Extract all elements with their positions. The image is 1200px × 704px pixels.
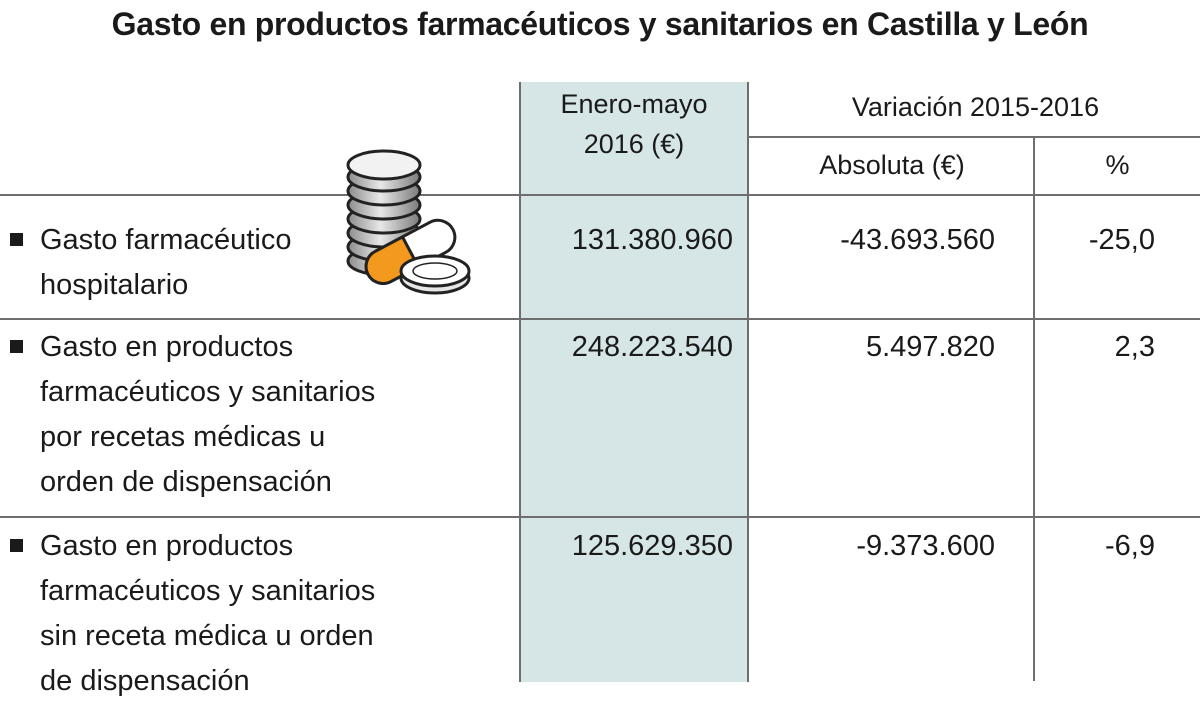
cell-absolute: -9.373.600 [856, 530, 995, 562]
cell-value: 125.629.350 [571, 530, 733, 562]
row-label-line: farmacéuticos y sanitarios [40, 376, 376, 408]
cell-absolute: -43.693.560 [840, 224, 995, 256]
row-label-line: Gasto farmacéutico [40, 224, 292, 256]
row-label-line: Gasto en productos [40, 331, 294, 363]
column-header-absolute: Absoluta (€) [819, 150, 965, 180]
row-label-line: hospitalario [40, 269, 189, 301]
row-label-line: por recetas médicas u [40, 421, 326, 453]
divider [1033, 136, 1035, 681]
page-title: Gasto en productos farmacéuticos y sanit… [111, 6, 1089, 42]
column-header-period-line: Enero-mayo [560, 89, 708, 119]
cell-percent: 2,3 [1114, 331, 1155, 363]
row-label: Gasto en productos farmacéuticos y sanit… [40, 325, 375, 505]
divider [0, 194, 1200, 196]
row-label-line: farmacéuticos y sanitarios [40, 575, 376, 607]
row-label-line: de dispensación [40, 665, 250, 697]
row-label: Gasto en productos farmacéuticos y sanit… [40, 524, 375, 704]
divider [0, 516, 1200, 518]
cell-value: 248.223.540 [571, 331, 733, 363]
cell-absolute: 5.497.820 [865, 331, 995, 363]
column-header-variation: Variación 2015-2016 [851, 92, 1100, 122]
coins-and-pills-icon [346, 149, 471, 295]
column-header-period-line: 2016 (€) [583, 129, 685, 159]
divider [749, 136, 1200, 138]
row-label-line: Gasto en productos [40, 530, 294, 562]
divider [0, 318, 1200, 320]
row-label-line: sin receta médica u orden [40, 620, 374, 652]
highlight-column [519, 82, 749, 682]
column-header-percent: % [1105, 150, 1130, 180]
square-bullet-icon [10, 539, 23, 552]
row-label-line: orden de dispensación [40, 466, 332, 498]
square-bullet-icon [10, 233, 23, 246]
column-header-period: Enero-mayo 2016 (€) [521, 84, 747, 164]
row-label: Gasto farmacéutico hospitalario [40, 218, 291, 308]
cell-percent: -6,9 [1105, 530, 1155, 562]
square-bullet-icon [10, 340, 23, 353]
cell-value: 131.380.960 [571, 224, 733, 256]
cell-percent: -25,0 [1088, 224, 1155, 256]
